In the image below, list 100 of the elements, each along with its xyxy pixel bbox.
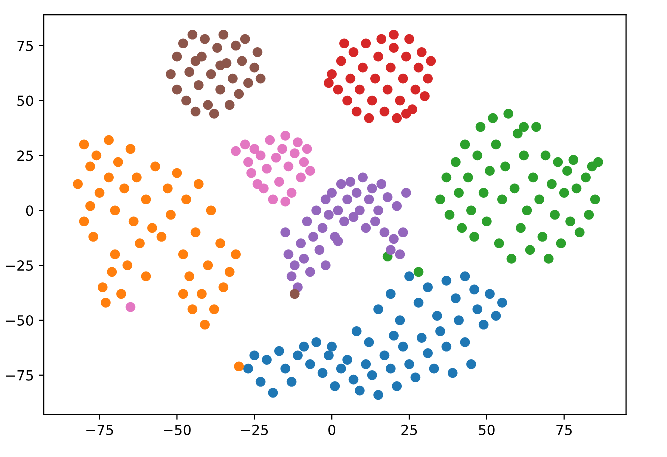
point	[320, 260, 331, 270]
point	[284, 162, 294, 172]
point	[525, 245, 536, 256]
point	[163, 184, 173, 194]
point	[398, 342, 408, 352]
point	[79, 140, 90, 150]
point	[218, 30, 229, 40]
point	[386, 364, 396, 374]
point	[110, 206, 120, 216]
point	[113, 157, 124, 168]
point	[231, 250, 241, 260]
point	[86, 162, 96, 172]
point	[262, 164, 272, 174]
x-tick-label: 0	[328, 424, 336, 436]
point	[278, 144, 288, 154]
point	[358, 172, 368, 183]
point	[401, 188, 412, 198]
x-tick-label: 75	[556, 425, 572, 436]
point	[454, 188, 464, 198]
point	[454, 316, 464, 326]
point	[178, 289, 188, 300]
point	[92, 150, 102, 161]
point	[346, 177, 356, 187]
point	[482, 216, 492, 227]
point	[340, 216, 350, 227]
point	[182, 194, 192, 205]
point	[184, 67, 195, 78]
point	[414, 298, 424, 308]
point	[395, 96, 406, 106]
point	[206, 69, 216, 80]
point	[513, 128, 523, 139]
y-tick-label: 0	[26, 206, 34, 216]
point	[374, 52, 384, 62]
point	[98, 282, 108, 292]
point	[494, 238, 504, 248]
point	[460, 272, 470, 282]
point	[234, 89, 244, 100]
point	[498, 298, 508, 308]
x-tick-label: −75	[86, 425, 114, 436]
point	[101, 298, 111, 308]
point	[244, 364, 254, 374]
point	[172, 168, 182, 178]
point	[88, 232, 98, 242]
point	[392, 113, 402, 124]
point	[333, 84, 344, 95]
point	[302, 144, 312, 154]
point	[280, 228, 291, 238]
point	[364, 338, 374, 348]
point	[224, 100, 235, 110]
point	[342, 96, 352, 106]
point	[318, 223, 328, 234]
point	[436, 194, 446, 205]
y-tick-label: −25	[6, 260, 34, 272]
point	[280, 364, 291, 374]
point	[305, 267, 316, 278]
point	[566, 216, 576, 227]
point	[386, 289, 396, 300]
point	[244, 157, 254, 168]
point	[401, 52, 412, 62]
point	[559, 188, 570, 198]
point	[182, 96, 192, 106]
point	[166, 210, 176, 220]
point	[472, 150, 483, 161]
point	[240, 140, 250, 150]
point	[389, 330, 399, 341]
point	[79, 216, 90, 227]
point	[410, 372, 421, 383]
point	[423, 74, 433, 84]
x-tick-label: −25	[241, 424, 268, 436]
point	[367, 96, 378, 106]
point	[262, 355, 272, 365]
point	[141, 272, 152, 282]
point	[234, 362, 244, 372]
point	[330, 381, 340, 392]
point	[305, 360, 316, 370]
point	[460, 140, 470, 150]
point	[308, 232, 318, 242]
point	[172, 84, 182, 95]
point	[414, 267, 424, 278]
point	[581, 172, 591, 183]
point	[348, 48, 359, 58]
point	[250, 62, 260, 73]
point	[237, 56, 248, 66]
point	[265, 135, 276, 146]
point	[141, 194, 152, 205]
point	[538, 232, 548, 242]
point	[178, 38, 188, 49]
point	[256, 150, 266, 161]
point	[318, 368, 328, 378]
point	[216, 60, 226, 71]
point	[280, 131, 291, 141]
point	[110, 250, 120, 260]
point	[324, 350, 334, 361]
point	[150, 162, 160, 172]
point	[528, 172, 538, 183]
point	[451, 157, 461, 168]
point	[216, 84, 226, 95]
point	[284, 250, 294, 260]
point	[382, 192, 393, 202]
point	[429, 364, 440, 374]
